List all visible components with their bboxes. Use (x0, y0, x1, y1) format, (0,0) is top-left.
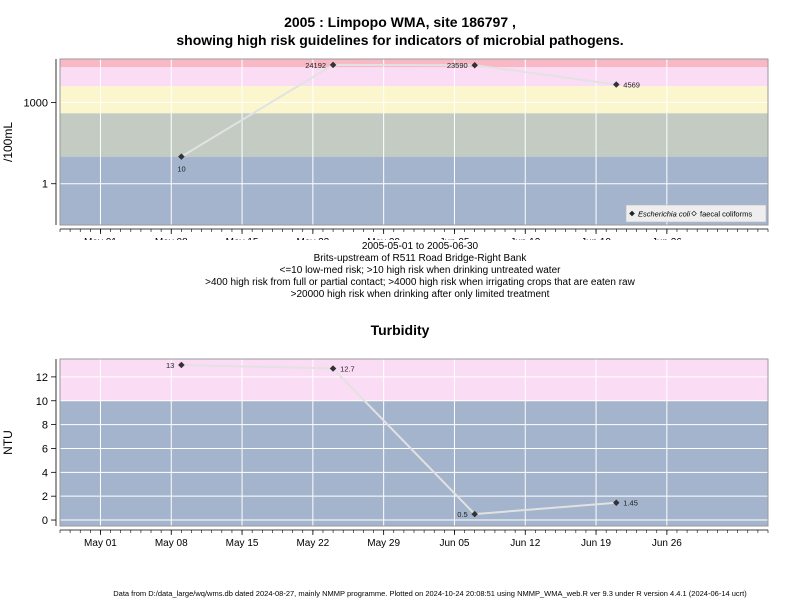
data-point (612, 81, 620, 88)
data-point (178, 153, 185, 160)
x-tick-label: May 15 (226, 538, 259, 549)
data-label: 0.5 (457, 510, 467, 519)
plot-frame (59, 358, 769, 527)
open-diamond-icon (691, 210, 697, 217)
x-tick-label: May 22 (296, 538, 329, 549)
data-label: 13 (166, 361, 174, 370)
risk-band-2 (60, 113, 768, 157)
y-tick-label: 12 (36, 372, 48, 384)
data-point (178, 361, 185, 369)
risk-band-4 (60, 67, 768, 87)
y-tick-label: 1000 (24, 97, 48, 109)
plot-frame (59, 58, 769, 226)
series-line (180, 63, 617, 158)
data-label: 1.45 (623, 499, 638, 508)
y-tick-label: 4 (42, 467, 48, 479)
x-tick-label: May 01 (84, 237, 117, 240)
data-label: 4569 (623, 81, 640, 90)
legend-label: faecal coliforms (700, 210, 752, 219)
y-axis-label: /100mL (1, 122, 15, 162)
y-tick-label: 2 (42, 491, 48, 503)
x-tick-label: Jun 12 (510, 237, 540, 240)
turbidity-chart: May 01 May 08 May 15 May 22 May 29 Jun 05 Jun … (1, 322, 769, 549)
x-tick-label: May 08 (155, 237, 188, 240)
data-point (471, 510, 479, 518)
chart-title-line2: showing high risk guidelines for indicat… (176, 32, 624, 48)
data-source-footer: Data from D:/data_large/wq/wms.db dated … (113, 589, 747, 598)
filled-diamond-icon (629, 210, 635, 217)
risk-band-5 (60, 59, 768, 68)
y-tick-label: 8 (42, 420, 48, 432)
risk-band-1 (60, 400, 768, 526)
treatment-risk-note: >20000 high risk when drinking after onl… (290, 289, 550, 300)
risk-band-3 (60, 86, 768, 114)
data-label: 12.7 (340, 365, 355, 374)
chart-title-line1: 2005 : Limpopo WMA, site 186797 , (284, 14, 516, 30)
panel-title: Turbidity (371, 322, 430, 338)
data-label: 10 (177, 165, 185, 174)
y-tick-label: 1 (42, 179, 48, 191)
x-tick-label: May 29 (367, 538, 400, 549)
x-tick-label: May 22 (296, 237, 329, 240)
y-tick-label: 10 (36, 396, 48, 408)
data-label: 23590 (447, 61, 468, 70)
data-point (471, 61, 479, 69)
data-point (329, 61, 337, 69)
x-tick-label: Jun 26 (652, 538, 682, 549)
x-tick-label: Jun 19 (581, 538, 611, 549)
x-tick-label: May 15 (226, 237, 259, 240)
legend-label: Escherichia coli (638, 210, 690, 219)
data-label: 24192 (305, 61, 326, 70)
site-name-note: Brits-upstream of R511 Road Bridge-Right… (313, 253, 527, 264)
y-axis-label: NTU (1, 430, 15, 455)
date-range-note: 2005-05-01 to 2005-06-30 (361, 241, 479, 252)
x-tick-label: Jun 26 (652, 237, 682, 240)
risk-band-2 (60, 359, 768, 401)
contact-risk-note: >400 high risk from full or partial cont… (205, 277, 635, 288)
x-tick-label: Jun 05 (439, 538, 469, 549)
drinking-risk-note: <=10 low-med risk; >10 high risk when dr… (279, 265, 561, 276)
y-tick-label: 6 (42, 443, 48, 455)
microbial-chart: May 01 May 08 May 15 May 22 May 29 Jun 05 Jun … (1, 58, 769, 240)
x-tick-label: May 08 (155, 538, 188, 549)
x-tick-label: Jun 19 (581, 237, 611, 240)
data-point (329, 365, 337, 372)
x-tick-label: May 29 (367, 237, 400, 240)
x-tick-label: Jun 05 (439, 237, 469, 240)
x-tick-label: Jun 12 (510, 538, 540, 549)
y-tick-label: 0 (42, 515, 48, 527)
data-point (612, 499, 620, 507)
series-line (181, 363, 617, 516)
x-tick-label: May 01 (84, 538, 117, 549)
